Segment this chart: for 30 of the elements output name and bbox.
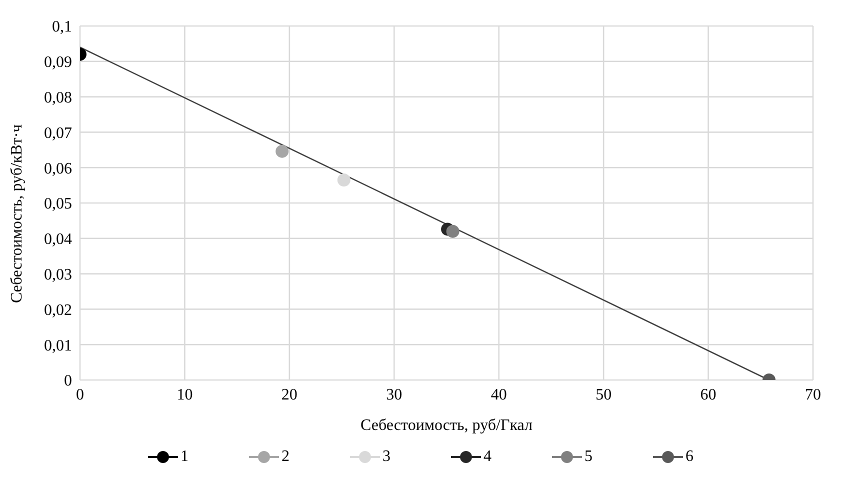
x-tick-label: 40 <box>490 386 507 404</box>
y-tick-label: 0,09 <box>44 54 72 72</box>
x-tick-label: 30 <box>386 386 402 404</box>
legend-label: 6 <box>686 448 694 466</box>
x-tick-label: 50 <box>596 386 612 404</box>
y-tick-label: 0,01 <box>44 337 72 354</box>
legend-label: 1 <box>180 448 188 466</box>
legend-label: 5 <box>584 448 592 466</box>
y-tick-label: 0,06 <box>44 160 72 178</box>
legend-label: 2 <box>282 448 290 466</box>
x-tick-label: 60 <box>700 386 716 404</box>
y-tick-label: 0,04 <box>44 231 72 248</box>
x-tick-label: 70 <box>805 386 821 404</box>
legend-label: 3 <box>382 448 390 466</box>
legend-label: 4 <box>484 448 492 466</box>
x-tick-label: 10 <box>176 386 193 404</box>
y-tick-label: 0,02 <box>44 302 72 319</box>
y-tick-label: 0,1 <box>52 18 72 36</box>
point <box>276 144 289 158</box>
y-tick-label: 0 <box>64 372 72 390</box>
y-tick-label: 0,07 <box>44 124 72 142</box>
y-axis-title: Себестоимость, руб/кВт·ч <box>8 124 26 303</box>
x-tick-label: 20 <box>281 386 298 404</box>
point <box>446 224 460 238</box>
y-tick-label: 0,03 <box>44 266 72 284</box>
x-axis-title: Себестоимость, руб/Гкал <box>360 417 532 434</box>
y-tick-label: 0,05 <box>44 196 72 213</box>
x-tick-label: 0 <box>76 386 84 404</box>
point <box>337 173 350 186</box>
y-tick-label: 0,08 <box>44 89 72 106</box>
